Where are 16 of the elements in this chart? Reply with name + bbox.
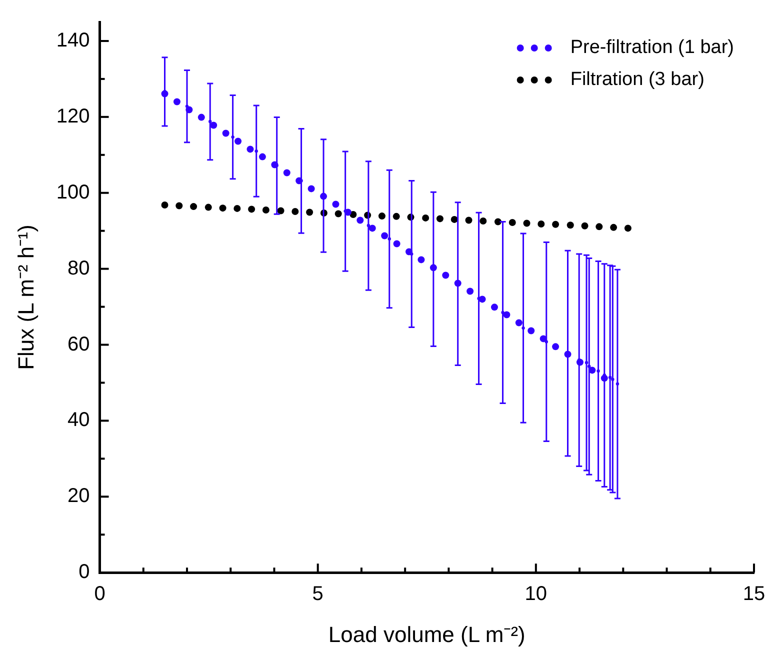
x-tick-label: 10	[524, 583, 548, 606]
x-tick-label: 5	[312, 583, 324, 606]
legend-label: Filtration (3 bar)	[570, 69, 704, 90]
y-tick-label: 100	[56, 181, 90, 204]
legend-label: Pre-filtration (1 bar)	[570, 37, 734, 58]
x-tick-label: 0	[94, 583, 106, 606]
x-axis-title: Load volume (L m⁻²)	[328, 622, 526, 647]
y-tick-label: 20	[68, 485, 90, 508]
x-tick-label: 15	[742, 583, 766, 606]
y-tick-label: 40	[68, 409, 90, 432]
y-tick-label: 140	[56, 30, 90, 52]
y-tick-label: 0	[78, 561, 90, 584]
y-tick-label: 60	[68, 333, 90, 356]
y-tick-label: 80	[68, 257, 90, 280]
y-tick-label: 120	[56, 105, 90, 128]
y-axis-title: Flux (L m⁻² h⁻¹)	[13, 224, 38, 370]
